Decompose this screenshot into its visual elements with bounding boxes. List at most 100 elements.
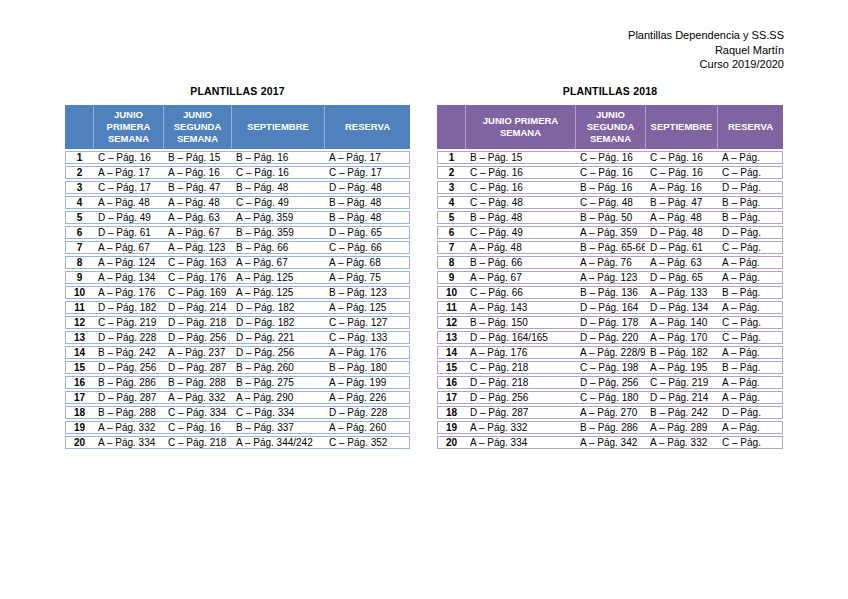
table-cell: B – Pág. 15 [465, 151, 575, 164]
table-block-2018: PLANTILLAS 2018 JUNIO PRIMERA SEMANAJUNI… [437, 85, 783, 451]
table-cell: A – Pág. 124 [93, 256, 163, 269]
table-row: 14A – Pág. 176A – Pág. 228/9B – Pág. 182… [437, 346, 783, 359]
table-cell: B – Pág. 180 [324, 361, 410, 374]
row-number: 19 [65, 421, 93, 434]
table-cell: C – Pág. 219 [93, 316, 163, 329]
doc-header: Plantillas Dependencia y SS.SS Raquel Ma… [628, 28, 784, 72]
table-cell: D – Pág. 214 [645, 391, 717, 404]
row-number: 2 [65, 166, 93, 179]
table-row: 2A – Pág. 17A – Pág. 16C – Pág. 16C – Pá… [65, 166, 410, 179]
table-cell: B – Pág. 286 [575, 421, 645, 434]
table-cell: C – Pág. 17 [324, 166, 410, 179]
table-cell: D – Pág. 287 [465, 406, 575, 419]
row-number: 18 [437, 406, 465, 419]
table-cell: A – Pág. 270 [575, 406, 645, 419]
table-cell: B – Pág. 48 [231, 181, 324, 194]
table-row: 19A – Pág. 332B – Pág. 286A – Pág. 289A … [437, 421, 783, 434]
row-number: 6 [65, 226, 93, 239]
table-cell: A – Pág. 226 [324, 391, 410, 404]
table-row: 16B – Pág. 286B – Pág. 288B – Pág. 275A … [65, 376, 410, 389]
table-cell: A – Pág. 195 [645, 361, 717, 374]
table-cell: C – Pág. 66 [324, 241, 410, 254]
table-row: 13D – Pág. 228D – Pág. 256D – Pág. 221C … [65, 331, 410, 344]
table-cell: B – Pág. 286 [93, 376, 163, 389]
table-cell: A – Pág. 140 [645, 316, 717, 329]
table-cell: A – Pág. 125 [324, 301, 410, 314]
table-cell: A – Pág. 75 [324, 271, 410, 284]
row-number: 9 [65, 271, 93, 284]
table-cell: B – Pág. 15 [163, 151, 231, 164]
table-cell: A – Pág. 176 [324, 346, 410, 359]
table-cell: C – Pág. 16 [93, 151, 163, 164]
table-body-2018: 1B – Pág. 15C – Pág. 16C – Pág. 16A – Pá… [437, 151, 783, 449]
row-number: 2 [437, 166, 465, 179]
table-cell: C – Pág. 334 [231, 406, 324, 419]
table-cell: D – Pág. 287 [163, 361, 231, 374]
table-cell: C – Pág. [717, 316, 783, 329]
table-cell: D – Pág. [717, 226, 783, 239]
table-cell: D – Pág. 182 [231, 301, 324, 314]
table-row: 14B – Pág. 242A – Pág. 237D – Pág. 256A … [65, 346, 410, 359]
table-row: 6D – Pág. 61A – Pág. 67B – Pág. 359D – P… [65, 226, 410, 239]
table-cell: D – Pág. 134 [645, 301, 717, 314]
row-number: 11 [437, 301, 465, 314]
table-cell: D – Pág. 228 [93, 331, 163, 344]
row-number: 1 [65, 151, 93, 164]
table-body-2017: 1C – Pág. 16B – Pág. 15B – Pág. 16A – Pá… [65, 151, 410, 449]
table-cell: A – Pág. 48 [163, 196, 231, 209]
table-cell: A – Pág. 67 [465, 271, 575, 284]
table-cell: B – Pág. 50 [575, 211, 645, 224]
row-number: 3 [437, 181, 465, 194]
table-cell: D – Pág. 221 [231, 331, 324, 344]
column-header: RESERVA [324, 105, 410, 149]
row-number: 19 [437, 421, 465, 434]
table-cell: B – Pág. 47 [163, 181, 231, 194]
table-cell: A – Pág. 17 [93, 166, 163, 179]
table-cell: A – Pág. 67 [93, 241, 163, 254]
table-cell: D – Pág. 164/165 [465, 331, 575, 344]
table-cell: B – Pág. 260 [231, 361, 324, 374]
plantillas-2018-table: JUNIO PRIMERA SEMANAJUNIO SEGUNDA SEMANA… [437, 103, 783, 451]
table-cell: A – Pág. 332 [645, 436, 717, 449]
table-cell: A – Pág. [717, 391, 783, 404]
table-cell: D – Pág. 214 [163, 301, 231, 314]
row-number: 15 [437, 361, 465, 374]
table-row: 6C – Pág. 49A – Pág. 359D – Pág. 48D – P… [437, 226, 783, 239]
row-number: 10 [437, 286, 465, 299]
table-cell: A – Pág. [717, 271, 783, 284]
row-number: 17 [65, 391, 93, 404]
row-number: 3 [65, 181, 93, 194]
row-number: 16 [437, 376, 465, 389]
table-cell: C – Pág. 16 [231, 166, 324, 179]
table-cell: A – Pág. 332 [163, 391, 231, 404]
table-cell: C – Pág. 219 [645, 376, 717, 389]
row-number: 13 [65, 331, 93, 344]
table-cell: D – Pág. 49 [93, 211, 163, 224]
table-cell: C – Pág. [717, 436, 783, 449]
table-cell: A – Pág. 170 [645, 331, 717, 344]
table-cell: D – Pág. 65 [645, 271, 717, 284]
table-cell: B – Pág. 47 [645, 196, 717, 209]
table-cell: C – Pág. 49 [231, 196, 324, 209]
table-cell: D – Pág. 48 [324, 181, 410, 194]
table-row: 20A – Pág. 334C – Pág. 218A – Pág. 344/2… [65, 436, 410, 449]
table-cell: D – Pág. 182 [93, 301, 163, 314]
column-header: JUNIO PRIMERA SEMANA [93, 105, 163, 149]
table-cell: B – Pág. 359 [231, 226, 324, 239]
table-row: 15D – Pág. 256D – Pág. 287B – Pág. 260B … [65, 361, 410, 374]
table-cell: A – Pág. 332 [465, 421, 575, 434]
table-row: 12C – Pág. 219D – Pág. 218D – Pág. 182C … [65, 316, 410, 329]
table-cell: A – Pág. 344/242 [231, 436, 324, 449]
table-cell: A – Pág. [717, 346, 783, 359]
table-cell: A – Pág. 228/9 [575, 346, 645, 359]
table-cell: D – Pág. 287 [93, 391, 163, 404]
row-number: 9 [437, 271, 465, 284]
row-number: 8 [437, 256, 465, 269]
table-cell: B – Pág. 182 [645, 346, 717, 359]
table-row: 12B – Pág. 150D – Pág. 178A – Pág. 140C … [437, 316, 783, 329]
row-number: 4 [65, 196, 93, 209]
table-cell: A – Pág. 290 [231, 391, 324, 404]
table-row: 1C – Pág. 16B – Pág. 15B – Pág. 16A – Pá… [65, 151, 410, 164]
row-number: 12 [65, 316, 93, 329]
table-cell: C – Pág. 218 [465, 361, 575, 374]
